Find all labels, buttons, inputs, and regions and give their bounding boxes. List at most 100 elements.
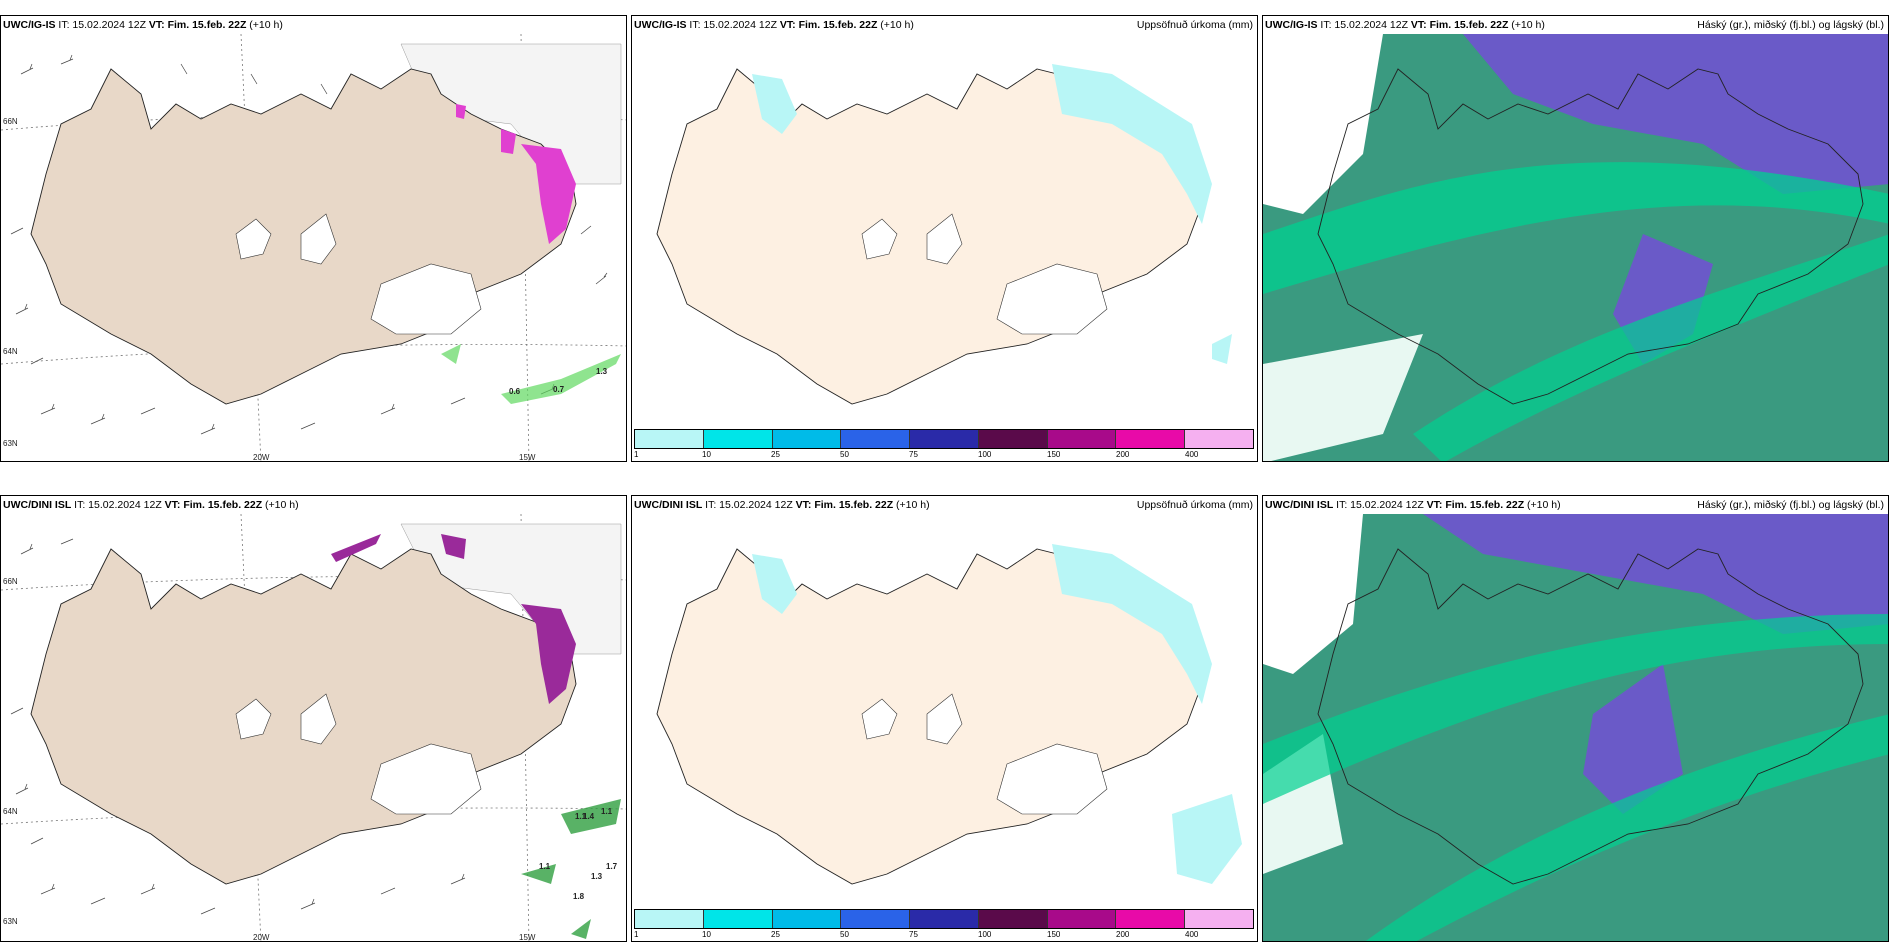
panel-header: UWC/IG-IS IT: 15.02.2024 12Z VT: Fim. 15… [1, 16, 626, 34]
wind-value: 1.3 [591, 872, 603, 881]
wind-value: 1.8 [573, 892, 585, 901]
snow-areas [331, 534, 576, 704]
cloud-low [1365, 714, 1888, 941]
light-precip [521, 799, 621, 939]
lat-label-64n: 64N [3, 807, 18, 816]
glaciers [861, 213, 1108, 335]
colorbar-swatch [978, 430, 1048, 448]
panel-header: UWC/DINI ISL IT: 15.02.2024 12Z VT: Fim.… [632, 496, 1257, 514]
colorbar-swatch [978, 910, 1048, 928]
lat-label-63n: 63N [3, 439, 18, 448]
cloud-map [1263, 34, 1888, 461]
colorbar-swatch [635, 430, 704, 448]
colorbar-swatch [1116, 910, 1186, 928]
colorbar-swatch [1116, 430, 1186, 448]
colorbar-ticks: 1 10 25 50 75 100 150 200 400 [634, 929, 1254, 941]
colorbar-tick: 50 [840, 450, 849, 459]
wind-value: 1.7 [606, 862, 618, 871]
colorbar-tick: 10 [702, 450, 711, 459]
precip-colorbar: 1 10 25 50 75 100 150 200 400 [634, 429, 1254, 459]
wind-map-panel-top: UWC/IG-IS IT: 15.02.2024 12Z VT: Fim. 15… [0, 15, 627, 462]
colorbar-tick: 1 [634, 930, 639, 939]
colorbar-swatch [841, 910, 911, 928]
lon-label-20w: 20W [253, 933, 270, 942]
iceland-outline [1317, 68, 1864, 405]
glaciers [235, 693, 482, 815]
precip-areas [752, 64, 1232, 364]
cloud-clear [1263, 34, 1383, 214]
cloud-map [1263, 514, 1888, 941]
lon-label-20w: 20W [253, 453, 270, 462]
glaciers [235, 213, 482, 335]
colorbar-tick: 1 [634, 450, 639, 459]
colorbar-swatch [910, 430, 979, 448]
colorbar-tick: 400 [1185, 450, 1199, 459]
colorbar-tick: 200 [1116, 930, 1130, 939]
lon-label-15w: 15W [519, 933, 536, 942]
precip-title: Uppsöfnuð úrkoma (mm) [1136, 499, 1253, 511]
colorbar-tick: 25 [771, 930, 780, 939]
lat-label-66n: 66N [3, 577, 18, 586]
lon-label-15w: 15W [519, 453, 536, 462]
colorbar-swatch [772, 430, 842, 448]
cloud-high [1423, 514, 1888, 634]
colorbar-tick: 150 [1047, 450, 1061, 459]
colorbar-swatch [1047, 910, 1117, 928]
cloud-high [1463, 34, 1888, 194]
cloud-title: Háský (gr.), miðský (fj.bl.) og lágský (… [1697, 499, 1884, 511]
colorbar-ticks: 1 10 25 50 75 100 150 200 400 [634, 449, 1254, 461]
cloud-map-panel-bottom: UWC/DINI ISL IT: 15.02.2024 12Z VT: Fim.… [1262, 495, 1889, 942]
colorbar-tick: 100 [978, 930, 992, 939]
lat-label-63n: 63N [3, 917, 18, 926]
colorbar-tick: 75 [909, 930, 918, 939]
wind-value: 0.6 [509, 387, 521, 396]
colorbar-swatch [910, 910, 979, 928]
wind-value: 1.1 [539, 862, 551, 871]
colorbar-swatch [1047, 430, 1117, 448]
colorbar-swatches [634, 429, 1254, 449]
wind-map-panel-bottom: UWC/DINI ISL IT: 15.02.2024 12Z VT: Fim.… [0, 495, 627, 942]
wind-map: 20W 15W 66N 64N 63N 1.1 1.1 1.7 1.3 1.8 … [1, 514, 626, 942]
wind-value: 0.7 [553, 385, 565, 394]
iceland-outline [1317, 548, 1864, 885]
colorbar-tick: 150 [1047, 930, 1061, 939]
colorbar-tick: 25 [771, 450, 780, 459]
wind-value: 1.4 [583, 812, 595, 821]
panel-header: UWC/DINI ISL IT: 15.02.2024 12Z VT: Fim.… [1263, 496, 1888, 514]
cloud-title: Háský (gr.), miðský (fj.bl.) og lágský (… [1697, 19, 1884, 31]
colorbar-swatch [841, 430, 911, 448]
wind-value: 1.1 [575, 812, 587, 821]
cloud-clear [1263, 514, 1363, 674]
cloud-clear [1263, 334, 1423, 461]
precip-map-panel-top: UWC/IG-IS IT: 15.02.2024 12Z VT: Fim. 15… [631, 15, 1258, 462]
cloud-map-panel-top: UWC/IG-IS IT: 15.02.2024 12Z VT: Fim. 15… [1262, 15, 1889, 462]
wind-map: 20W 15W 66N 64N 63N 0.6 0.7 1.3 [1, 34, 626, 462]
glaciers [861, 693, 1108, 815]
panel-header: UWC/IG-IS IT: 15.02.2024 12Z VT: Fim. 15… [632, 16, 1257, 34]
cloud-low [1263, 614, 1888, 804]
precip-map [656, 544, 1242, 885]
colorbar-tick: 400 [1185, 930, 1199, 939]
cloud-low [1413, 234, 1888, 461]
colorbar-tick: 50 [840, 930, 849, 939]
colorbar-tick: 100 [978, 450, 992, 459]
colorbar-tick: 75 [909, 450, 918, 459]
colorbar-tick: 200 [1116, 450, 1130, 459]
cloud-high [1583, 664, 1683, 814]
colorbar-swatch [703, 430, 773, 448]
precip-areas [752, 544, 1242, 884]
precip-colorbar: 1 10 25 50 75 100 150 200 400 [634, 909, 1254, 939]
lat-label-64n: 64N [3, 347, 18, 356]
precip-map [656, 64, 1232, 405]
colorbar-swatch [635, 910, 704, 928]
wind-barbs [10, 538, 466, 915]
snow-areas [456, 104, 576, 244]
colorbar-swatches [634, 909, 1254, 929]
colorbar-swatch [1185, 910, 1254, 928]
panel-header: UWC/DINI ISL IT: 15.02.2024 12Z VT: Fim.… [1, 496, 626, 514]
wind-value: 1.1 [601, 807, 613, 816]
colorbar-swatch [703, 910, 773, 928]
lat-label-66n: 66N [3, 117, 18, 126]
wind-value: 1.3 [596, 367, 608, 376]
colorbar-tick: 10 [702, 930, 711, 939]
